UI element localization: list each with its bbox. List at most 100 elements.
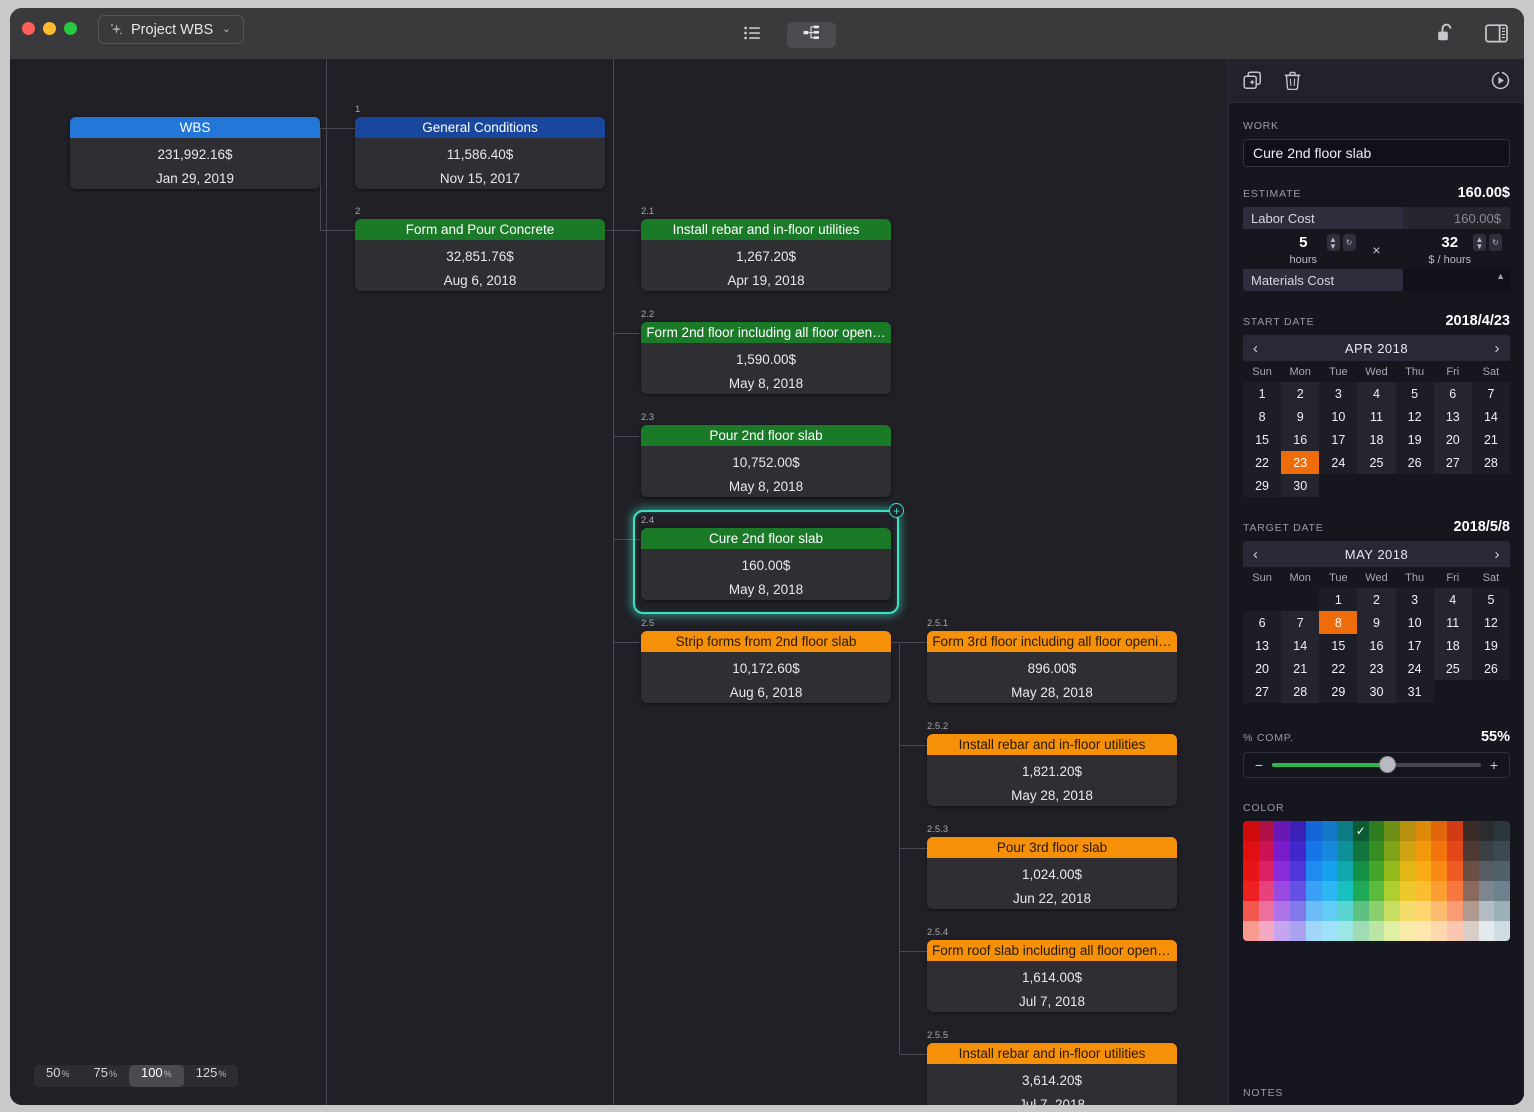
calendar-day-cell[interactable]: 25 (1357, 451, 1396, 474)
color-swatch[interactable] (1494, 861, 1510, 881)
calendar-day-cell[interactable]: 27 (1243, 680, 1282, 703)
color-swatch[interactable] (1274, 861, 1291, 881)
color-swatch[interactable] (1258, 901, 1275, 921)
hours-field[interactable]: 5 hours ▲ ▼ ↻ (1243, 234, 1364, 266)
color-swatch[interactable] (1243, 921, 1259, 941)
calendar-day-cell[interactable]: 3 (1395, 588, 1434, 611)
calendar-day-cell[interactable]: 25 (1433, 657, 1472, 680)
color-swatch[interactable] (1415, 901, 1432, 921)
color-swatch[interactable] (1400, 861, 1416, 881)
wbs-node[interactable]: Install rebar and in-floor utilities 1,82… (927, 734, 1177, 806)
wbs-node[interactable]: WBS 231,992.16$ Jan 29, 2019 (70, 117, 320, 189)
color-swatch[interactable] (1368, 841, 1385, 861)
calendar-day-cell[interactable]: 13 (1243, 634, 1282, 657)
calendar-day-cell[interactable]: 24 (1319, 451, 1358, 474)
color-swatch[interactable] (1243, 841, 1259, 861)
materials-stepper-icon[interactable]: ▲ (1496, 271, 1505, 281)
color-swatch[interactable] (1494, 901, 1510, 921)
color-swatch[interactable] (1258, 921, 1275, 941)
color-swatch[interactable] (1290, 841, 1306, 861)
wbs-node[interactable]: Form 3rd floor including all floor openi… (927, 631, 1177, 703)
calendar-day-cell[interactable]: 28 (1471, 451, 1510, 474)
color-swatch[interactable] (1243, 821, 1259, 841)
calendar-day-cell[interactable]: 23 (1281, 451, 1320, 474)
color-swatch[interactable] (1431, 921, 1448, 941)
calendar-day-cell[interactable]: 23 (1357, 657, 1396, 680)
color-swatch[interactable] (1462, 821, 1479, 841)
wbs-node[interactable]: Form and Pour Concrete 32,851.76$ Aug 6, 2… (355, 219, 605, 291)
color-swatch[interactable] (1462, 901, 1479, 921)
color-swatch[interactable] (1337, 861, 1353, 881)
color-swatch[interactable] (1462, 861, 1479, 881)
calendar-day-cell[interactable]: 8 (1243, 405, 1282, 428)
color-swatch[interactable] (1305, 861, 1322, 881)
color-swatch[interactable] (1352, 901, 1369, 921)
calendar-day-cell[interactable]: 6 (1433, 382, 1472, 405)
color-swatch[interactable] (1368, 821, 1385, 841)
color-swatch[interactable] (1274, 921, 1291, 941)
calendar-day-cell[interactable]: 20 (1243, 657, 1282, 680)
color-swatch[interactable] (1368, 921, 1385, 941)
tree-view-button[interactable] (787, 22, 836, 48)
calendar-day-cell[interactable]: 20 (1433, 428, 1472, 451)
document-title-chip[interactable]: Project WBS ⌄ (98, 15, 244, 44)
target-prev-month-button[interactable]: ‹ (1253, 545, 1259, 563)
color-swatch[interactable]: ✓ (1352, 821, 1369, 841)
color-swatch[interactable] (1305, 881, 1322, 901)
color-swatch[interactable] (1243, 901, 1259, 921)
color-swatch[interactable] (1400, 921, 1416, 941)
color-swatch[interactable] (1337, 821, 1353, 841)
color-swatch[interactable] (1305, 841, 1322, 861)
zoom-level-75[interactable]: 75% (81, 1065, 128, 1087)
target-date-calendar[interactable]: Sun Mon Tue Wed Thu Fri Sat 1 2 3 4 5 6 7 8 9 10 11 12 13 14… (1243, 567, 1510, 703)
hours-stepper-updown-icon[interactable]: ▲ ▼ (1326, 234, 1340, 251)
calendar-day-cell[interactable]: 19 (1471, 634, 1510, 657)
rate-reset-icon[interactable]: ↻ (1489, 234, 1502, 251)
color-swatch[interactable] (1400, 841, 1416, 861)
wbs-node[interactable]: Pour 2nd floor slab 10,752.00$ May 8, 2018 (641, 425, 891, 497)
toggle-sidebar-icon[interactable] (1485, 23, 1508, 48)
zoom-level-100[interactable]: 100% (128, 1065, 184, 1087)
calendar-day-cell[interactable]: 12 (1395, 405, 1434, 428)
zoom-level-125[interactable]: 125% (184, 1065, 239, 1087)
color-swatch[interactable] (1447, 901, 1463, 921)
color-swatch[interactable] (1290, 901, 1306, 921)
color-swatch[interactable] (1462, 841, 1479, 861)
color-swatch[interactable] (1384, 881, 1401, 901)
rate-field[interactable]: 32 $ / hours ▲ ▼ ↻ (1390, 234, 1511, 266)
start-date-calendar[interactable]: Sun Mon Tue Wed Thu Fri Sat 1 2 3 4 5 6 7 8 9 10 11 12 13 14… (1243, 361, 1510, 497)
calendar-day-cell[interactable]: 30 (1357, 680, 1396, 703)
color-swatch[interactable] (1462, 921, 1479, 941)
zoom-level-50[interactable]: 50% (34, 1065, 81, 1087)
calendar-day-cell[interactable]: 3 (1319, 382, 1358, 405)
color-swatch[interactable] (1494, 921, 1510, 941)
calendar-day-cell[interactable]: 27 (1433, 451, 1472, 474)
color-swatch[interactable] (1352, 881, 1369, 901)
calendar-day-cell[interactable]: 14 (1471, 405, 1510, 428)
color-swatch[interactable] (1415, 921, 1432, 941)
color-swatch[interactable] (1321, 901, 1338, 921)
hours-reset-icon[interactable]: ↻ (1342, 234, 1356, 251)
color-swatch[interactable] (1400, 821, 1416, 841)
calendar-day-cell[interactable]: 11 (1357, 405, 1396, 428)
color-swatch[interactable] (1447, 861, 1463, 881)
calendar-day-cell[interactable]: 12 (1471, 611, 1510, 634)
color-swatch[interactable] (1384, 861, 1401, 881)
work-name-input[interactable]: Cure 2nd floor slab (1243, 139, 1510, 167)
color-swatch[interactable] (1352, 841, 1369, 861)
color-swatch[interactable] (1290, 821, 1306, 841)
color-swatch[interactable] (1478, 841, 1495, 861)
wbs-node[interactable]: Strip forms from 2nd floor slab 10,172.60… (641, 631, 891, 703)
chevron-down-icon[interactable]: ⌄ (222, 24, 231, 35)
color-swatch[interactable] (1290, 881, 1306, 901)
color-swatch[interactable] (1415, 861, 1432, 881)
color-swatch[interactable] (1431, 821, 1448, 841)
color-swatch[interactable] (1478, 861, 1495, 881)
color-swatch[interactable] (1321, 841, 1338, 861)
calendar-day-cell[interactable]: 19 (1395, 428, 1434, 451)
calendar-day-cell[interactable]: 9 (1281, 405, 1320, 428)
start-prev-month-button[interactable]: ‹ (1253, 339, 1259, 357)
calendar-day-cell[interactable]: 7 (1281, 611, 1320, 634)
wbs-node[interactable]: Form 2nd floor including all floor open…… (641, 322, 891, 394)
calendar-day-cell[interactable]: 22 (1319, 657, 1358, 680)
